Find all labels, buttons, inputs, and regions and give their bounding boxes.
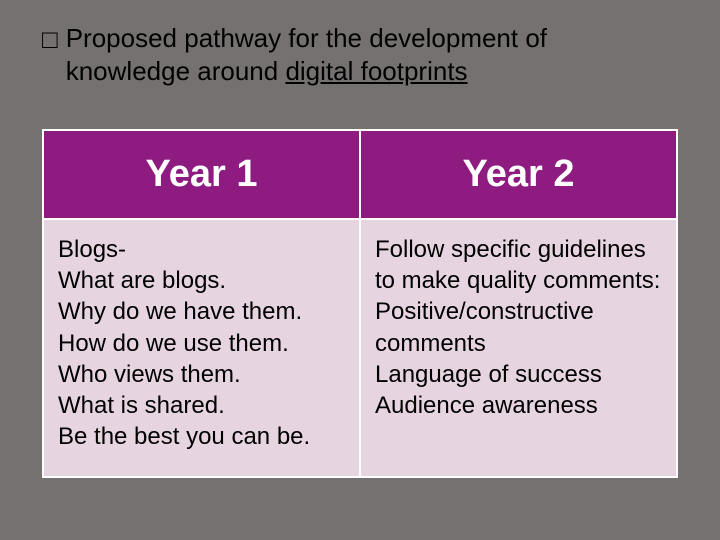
- pathway-table: Year 1 Year 2 Blogs- What are blogs. Why…: [42, 129, 678, 478]
- table-header-year2: Year 2: [360, 130, 677, 219]
- slide-title: Proposed pathway for the development of …: [66, 22, 678, 87]
- slide: □ Proposed pathway for the development o…: [0, 0, 720, 540]
- table-cell-year1: Blogs- What are blogs. Why do we have th…: [43, 219, 360, 477]
- table-row: Blogs- What are blogs. Why do we have th…: [43, 219, 677, 477]
- table-header-year1: Year 1: [43, 130, 360, 219]
- title-text-underlined: digital footprints: [285, 56, 467, 86]
- title-row: □ Proposed pathway for the development o…: [42, 22, 678, 87]
- table-cell-year2: Follow specific guidelines to make quali…: [360, 219, 677, 477]
- bullet-square-icon: □: [42, 24, 58, 55]
- table-header-row: Year 1 Year 2: [43, 130, 677, 219]
